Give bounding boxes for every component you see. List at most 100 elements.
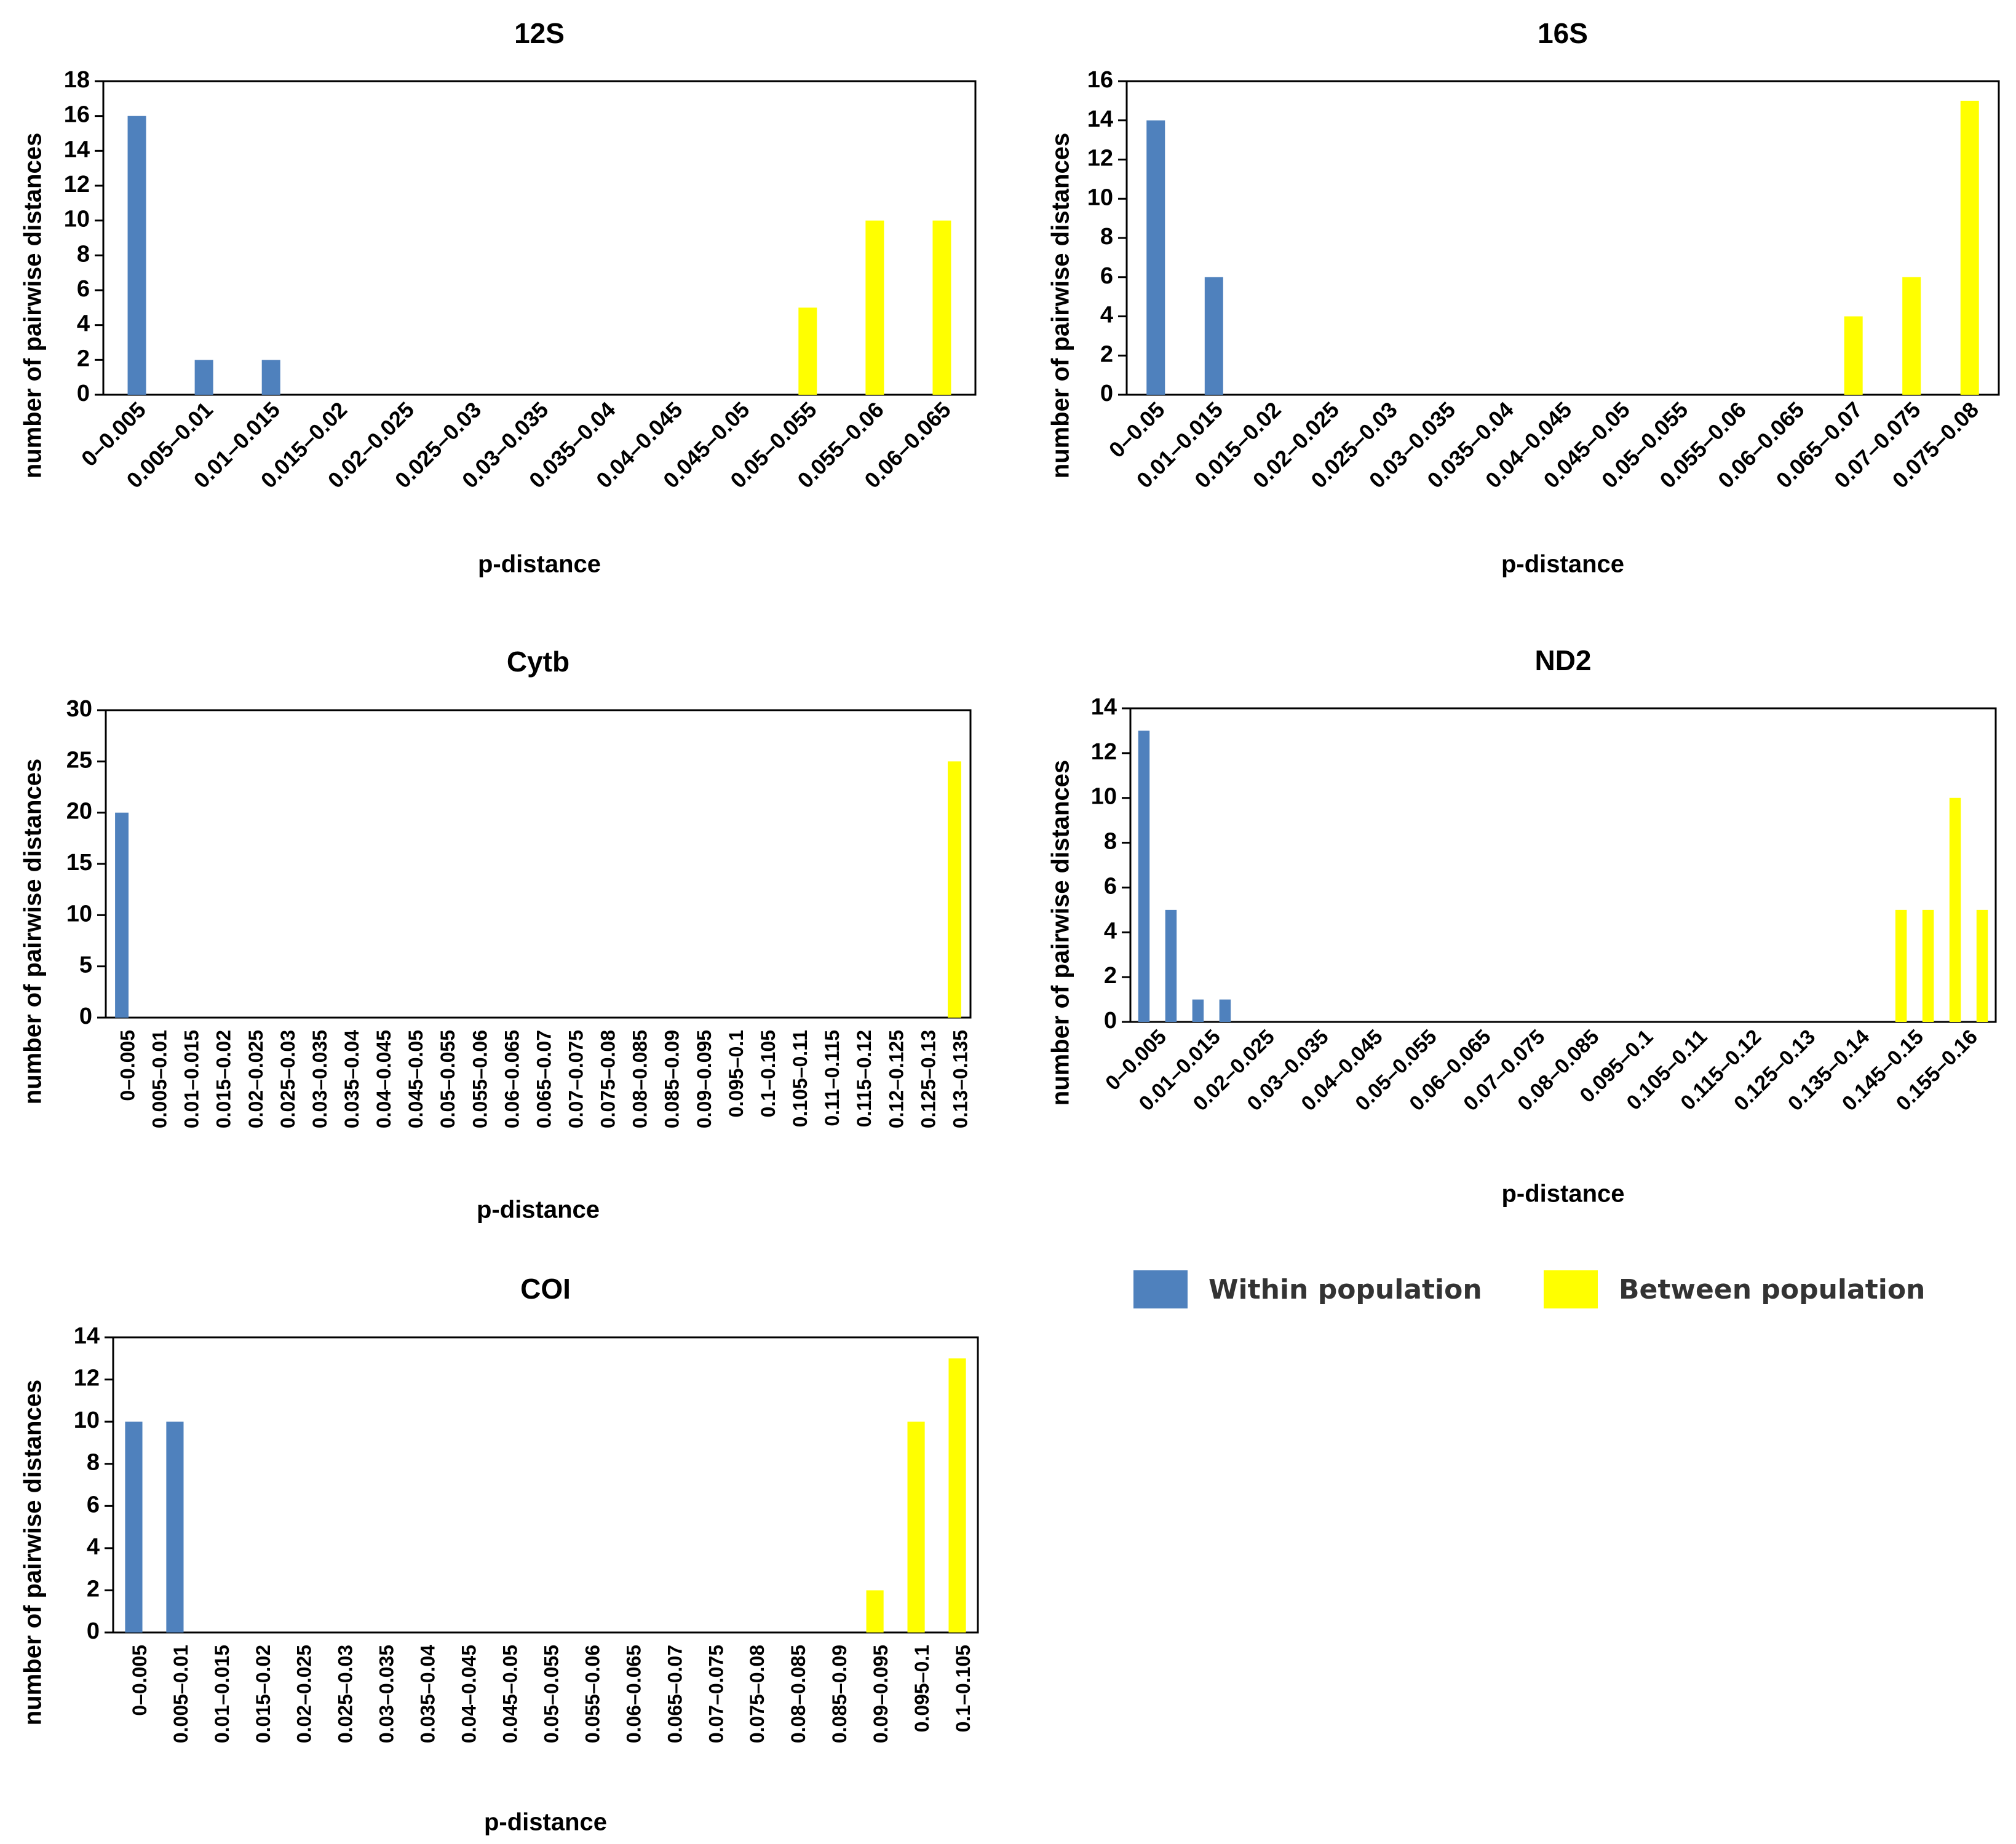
y-axis-label: number of pairwise distances bbox=[20, 759, 47, 1104]
x-tick-label: 0.055–0.06 bbox=[469, 1030, 491, 1128]
bar-within bbox=[115, 812, 129, 1018]
y-tick-label: 8 bbox=[1100, 224, 1113, 250]
y-tick-label: 6 bbox=[1100, 263, 1113, 289]
y-tick-label: 14 bbox=[64, 137, 90, 162]
x-tick-label: 0.02–0.025 bbox=[245, 1030, 267, 1128]
y-tick-label: 2 bbox=[1100, 341, 1113, 367]
bar-between bbox=[948, 1358, 966, 1632]
y-axis-label: number of pairwise distances bbox=[20, 133, 47, 478]
x-tick-label: 0.045–0.05 bbox=[499, 1645, 522, 1743]
x-tick-label: 0.05–0.055 bbox=[437, 1030, 459, 1128]
x-tick-label: 0.03–0.035 bbox=[309, 1030, 331, 1128]
legend: Within population Between population bbox=[1133, 1268, 1994, 1311]
y-tick-label: 16 bbox=[1087, 67, 1113, 93]
legend-swatch-within bbox=[1133, 1270, 1188, 1308]
y-tick-label: 12 bbox=[64, 172, 90, 197]
y-tick-label: 18 bbox=[64, 67, 90, 93]
x-tick-label: 0.125–0.13 bbox=[917, 1030, 939, 1128]
y-tick-label: 8 bbox=[87, 1450, 100, 1476]
plot-frame bbox=[105, 709, 972, 1019]
y-axis-label: number of pairwise distances bbox=[20, 1380, 47, 1725]
x-tick-label: 0.03–0.035 bbox=[376, 1645, 398, 1743]
x-axis-label: p-distance bbox=[1501, 1181, 1624, 1208]
bar-between bbox=[1844, 316, 1863, 395]
y-tick-label: 25 bbox=[66, 747, 92, 773]
x-axis-label: p-distance bbox=[478, 551, 601, 578]
bar-within bbox=[166, 1422, 184, 1632]
x-tick-label: 0.1–0.105 bbox=[952, 1645, 974, 1732]
bar-within bbox=[1192, 999, 1204, 1022]
y-tick-label: 8 bbox=[77, 241, 90, 267]
bar-within bbox=[1138, 730, 1150, 1022]
plot-frame bbox=[102, 80, 977, 396]
chart-title: Cytb bbox=[507, 646, 569, 678]
bar-between bbox=[932, 220, 951, 395]
x-tick-label: 0.035–0.04 bbox=[417, 1645, 439, 1743]
y-tick-label: 10 bbox=[1091, 784, 1117, 810]
y-tick-label: 14 bbox=[74, 1323, 100, 1349]
y-tick-label: 12 bbox=[1087, 146, 1113, 172]
chart-title: 12S bbox=[514, 17, 565, 49]
x-tick-label: 0.1–0.105 bbox=[757, 1030, 779, 1117]
legend-label-between: Between population bbox=[1619, 1273, 1926, 1305]
y-tick-label: 2 bbox=[1104, 963, 1117, 989]
bar-between bbox=[948, 761, 961, 1018]
bar-within bbox=[1146, 120, 1165, 395]
y-tick-label: 8 bbox=[1104, 829, 1117, 855]
legend-item-between: Between population bbox=[1544, 1268, 1925, 1311]
y-tick-label: 6 bbox=[77, 276, 90, 302]
y-axis-label: number of pairwise distances bbox=[1047, 133, 1074, 478]
x-tick-label: 0.02–0.025 bbox=[293, 1645, 315, 1743]
y-tick-label: 14 bbox=[1091, 694, 1117, 720]
x-axis-label: p-distance bbox=[1501, 551, 1624, 578]
x-tick-label: 0.075–0.08 bbox=[597, 1030, 619, 1128]
chart-0: 12S 0 2 4 6 8 10 12 14 16 18 number of pairwise dis… bbox=[20, 17, 977, 578]
x-tick-label: 0.06–0.065 bbox=[622, 1645, 645, 1743]
x-tick-label: 0.035–0.04 bbox=[341, 1030, 363, 1128]
y-tick-label: 10 bbox=[66, 901, 92, 927]
legend-swatch-between bbox=[1544, 1270, 1598, 1308]
x-tick-label: 0.07–0.075 bbox=[705, 1645, 727, 1743]
y-tick-label: 16 bbox=[64, 102, 90, 128]
chart-3: ND2 0 2 4 6 8 10 12 14 number of pairwise distanc… bbox=[1047, 644, 1997, 1208]
x-tick-label: 0.025–0.03 bbox=[277, 1030, 299, 1128]
bar-between bbox=[865, 220, 884, 395]
bar-within bbox=[1204, 277, 1223, 395]
y-tick-label: 4 bbox=[77, 311, 90, 337]
y-tick-label: 4 bbox=[87, 1534, 100, 1560]
bar-between bbox=[1976, 909, 1988, 1022]
x-tick-label: 0.06–0.065 bbox=[501, 1030, 523, 1128]
x-tick-label: 0.025–0.03 bbox=[335, 1645, 357, 1743]
x-tick-label: 0.07–0.075 bbox=[565, 1030, 587, 1128]
x-tick-label: 0–0.005 bbox=[129, 1645, 151, 1716]
x-tick-label: 0.08–0.085 bbox=[787, 1645, 809, 1743]
plot-frame bbox=[1129, 707, 1997, 1023]
y-tick-label: 2 bbox=[77, 346, 90, 371]
plot-frame bbox=[1125, 80, 2000, 396]
chart-title: 16S bbox=[1538, 17, 1588, 49]
x-tick-label: 0.015–0.02 bbox=[252, 1645, 274, 1743]
x-tick-label: 0.01–0.015 bbox=[181, 1030, 203, 1128]
chart-title: COI bbox=[520, 1273, 571, 1305]
y-tick-label: 5 bbox=[79, 952, 92, 978]
y-tick-label: 10 bbox=[64, 207, 90, 232]
y-tick-label: 0 bbox=[87, 1618, 100, 1644]
x-axis-label: p-distance bbox=[477, 1197, 600, 1224]
x-tick-label: 0.095–0.1 bbox=[725, 1030, 747, 1117]
bar-between bbox=[866, 1590, 884, 1632]
y-tick-label: 14 bbox=[1087, 106, 1113, 132]
bar-between bbox=[1960, 100, 1979, 395]
y-tick-label: 4 bbox=[1104, 918, 1117, 944]
bar-within bbox=[1219, 999, 1231, 1022]
y-tick-label: 6 bbox=[87, 1492, 100, 1518]
y-axis-label: number of pairwise distances bbox=[1047, 760, 1074, 1106]
bar-between bbox=[1902, 277, 1921, 395]
x-tick-label: 0.005–0.01 bbox=[170, 1645, 192, 1743]
x-tick-label: 0.045–0.05 bbox=[405, 1030, 427, 1128]
chart-2: Cytb 0 5 10 15 20 25 30 number of pairwise dista… bbox=[20, 646, 972, 1224]
x-tick-label: 0.075–0.08 bbox=[746, 1645, 768, 1743]
y-tick-label: 0 bbox=[79, 1003, 92, 1029]
y-tick-label: 0 bbox=[1100, 381, 1113, 406]
y-tick-label: 20 bbox=[66, 799, 92, 825]
